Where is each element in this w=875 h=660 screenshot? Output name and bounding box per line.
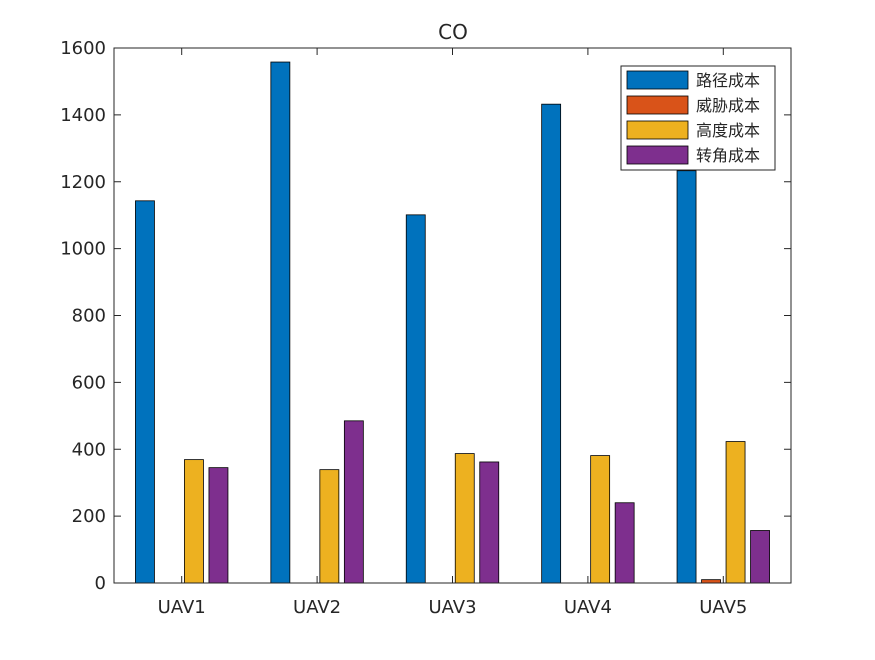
legend-label-series-3: 高度成本: [696, 121, 760, 140]
bar-uav1-series-1: [135, 200, 155, 584]
bar-uav2-series-3: [319, 469, 340, 584]
legend-label-series-1: 路径成本: [696, 71, 760, 90]
bar-uav2-series-4: [343, 420, 364, 584]
y-tick-label: 200: [72, 506, 106, 527]
y-tick-label: 1400: [60, 105, 106, 126]
bar-uav3-series-1: [405, 214, 426, 584]
legend-label-series-4: 转角成本: [696, 146, 760, 165]
legend-label-series-2: 威胁成本: [696, 96, 760, 115]
y-tick-label: 1600: [60, 38, 106, 59]
bar-uav4-series-4: [614, 502, 635, 584]
y-tick-label: 1200: [60, 172, 106, 193]
y-tick-label: 1000: [60, 239, 106, 260]
bar-uav5-series-2: [701, 579, 721, 584]
legend-swatch-series-2: [626, 95, 689, 115]
y-tick-label: 400: [72, 439, 106, 460]
bar-uav4-series-3: [590, 455, 611, 584]
x-tick-label: UAV5: [699, 597, 747, 618]
y-tick-label: 0: [95, 573, 106, 594]
legend-swatch-series-4: [626, 145, 689, 165]
bar-uav3-series-4: [479, 461, 500, 584]
x-tick-label: UAV4: [564, 597, 612, 618]
bar-uav5-series-3: [725, 441, 746, 584]
bar-uav3-series-3: [454, 453, 475, 584]
chart-title: CO: [438, 20, 468, 44]
bar-uav1-series-4: [208, 467, 229, 584]
legend-swatch-series-1: [626, 70, 689, 90]
x-tick-label: UAV1: [158, 597, 206, 618]
y-tick-label: 600: [72, 372, 106, 393]
legend-swatch-series-3: [626, 120, 689, 140]
bar-uav1-series-3: [184, 459, 204, 584]
bar-uav4-series-1: [541, 103, 562, 584]
x-tick-label: UAV2: [293, 597, 341, 618]
bar-uav2-series-1: [270, 61, 291, 584]
y-tick-label: 800: [72, 306, 106, 327]
x-tick-label: UAV3: [428, 597, 476, 618]
bar-uav5-series-4: [750, 530, 770, 584]
bar-uav5-series-1: [676, 170, 697, 584]
